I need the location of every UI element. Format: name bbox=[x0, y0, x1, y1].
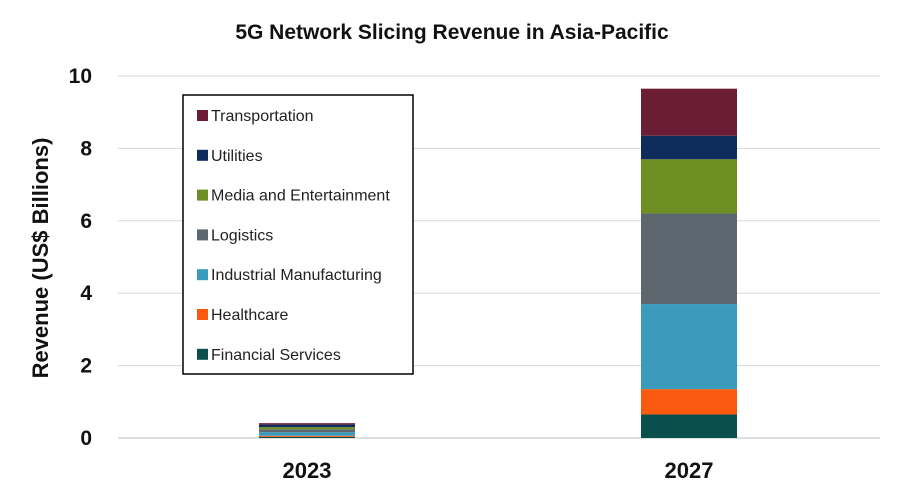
bar-segment-financial-services-2023 bbox=[259, 436, 355, 438]
y-axis-ticks: 0 2 4 6 8 10 bbox=[69, 65, 93, 450]
legend-label: Logistics bbox=[211, 227, 273, 244]
legend-label: Transportation bbox=[211, 108, 314, 125]
legend-swatch bbox=[197, 269, 208, 281]
bar-segment-logistics-2027 bbox=[641, 213, 737, 305]
legend-label: Industrial Manufacturing bbox=[211, 267, 382, 284]
x-axis-ticks: 2023 2027 bbox=[283, 458, 714, 483]
x-tick-label: 2027 bbox=[665, 458, 714, 483]
y-tick-label: 2 bbox=[80, 355, 92, 378]
bars bbox=[259, 88, 737, 438]
y-tick-label: 6 bbox=[80, 210, 92, 233]
legend-label: Utilities bbox=[211, 148, 263, 165]
legend-swatch bbox=[197, 189, 208, 201]
y-tick-label: 4 bbox=[80, 282, 92, 305]
bar-segment-industrial-manufacturing-2023 bbox=[259, 432, 355, 436]
bar-segment-healthcare-2023 bbox=[259, 435, 355, 437]
legend-box bbox=[182, 94, 414, 375]
legend-swatch bbox=[197, 309, 208, 320]
legend-swatch bbox=[197, 229, 208, 241]
y-tick-label: 0 bbox=[80, 427, 92, 450]
legend-label: Media and Entertainment bbox=[211, 188, 390, 205]
legend-label: Healthcare bbox=[211, 307, 288, 324]
legend-label: Financial Services bbox=[211, 347, 341, 364]
x-tick-label: 2023 bbox=[283, 458, 332, 483]
legend: Transportation Utilities Media and Enterta… bbox=[182, 94, 414, 375]
chart-title: 5G Network Slicing Revenue in Asia-Pacif… bbox=[235, 21, 669, 44]
bar-segment-industrial-manufacturing-2027 bbox=[641, 304, 737, 390]
bar-segment-utilities-2027 bbox=[641, 135, 737, 160]
bar-segment-healthcare-2027 bbox=[641, 389, 737, 415]
bar-segment-financial-services-2027 bbox=[641, 414, 737, 438]
bar-segment-transportation-2023 bbox=[259, 423, 355, 425]
y-tick-label: 8 bbox=[80, 137, 92, 160]
bar-segment-media-and-entertainment-2027 bbox=[641, 159, 737, 214]
legend-swatch bbox=[197, 149, 208, 161]
y-axis-label: Revenue (US$ Billions) bbox=[28, 138, 53, 379]
bar-segment-media-and-entertainment-2023 bbox=[259, 427, 355, 430]
y-tick-label: 10 bbox=[69, 65, 92, 88]
legend-swatch bbox=[197, 348, 208, 360]
bar-segment-transportation-2027 bbox=[641, 88, 737, 136]
bar-segment-utilities-2023 bbox=[259, 424, 355, 428]
legend-swatch bbox=[197, 110, 208, 121]
bar-segment-logistics-2023 bbox=[259, 429, 355, 433]
